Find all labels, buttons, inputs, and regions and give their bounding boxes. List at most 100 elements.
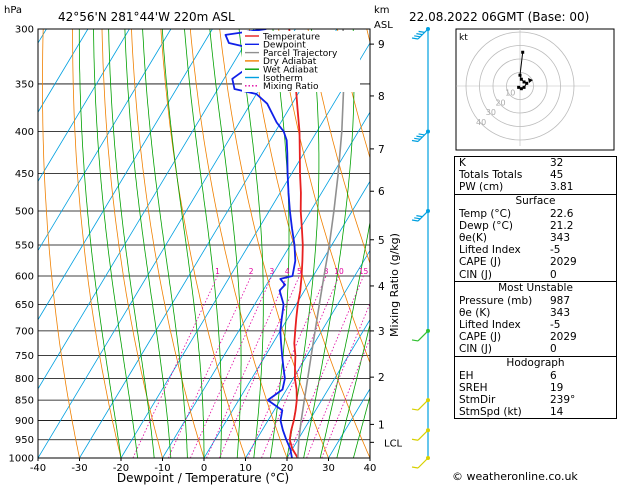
most-unstable-label: Lifted Index xyxy=(459,319,521,332)
surface-value: -5 xyxy=(550,244,561,257)
wind-barb-shaft xyxy=(417,210,429,222)
most-unstable-value: 2029 xyxy=(550,331,577,344)
wet-adiabat-line xyxy=(238,29,264,458)
pressure-tick-label: 550 xyxy=(15,240,34,251)
wet-adiabat-line xyxy=(124,29,172,458)
credit-text: © weatheronline.co.uk xyxy=(452,470,578,483)
index-row: Totals Totals 45 xyxy=(455,169,616,181)
wind-barb-feather xyxy=(414,217,421,220)
wind-barb-feather xyxy=(411,37,419,40)
wind-barb xyxy=(411,398,430,411)
parcel-trajectory-curve xyxy=(297,29,345,458)
index-value: 45 xyxy=(550,169,564,182)
wet-adiabat-line xyxy=(184,29,222,458)
most-unstable-label: Pressure (mb) xyxy=(459,294,533,307)
wind-barb-feather xyxy=(411,219,419,222)
wind-barb-feather xyxy=(416,135,423,138)
most-unstable-row: CAPE (J) 2029 xyxy=(455,331,616,343)
legend-background xyxy=(242,31,360,92)
x-tick-label: -40 xyxy=(30,463,46,474)
most-unstable-value: 987 xyxy=(550,294,571,307)
wet-adiabat-line xyxy=(353,394,370,458)
surface-row: CAPE (J) 2029 xyxy=(455,256,616,268)
mixing-ratio-label: 5 xyxy=(297,267,302,276)
wind-barb-feather xyxy=(411,408,419,411)
wind-barb-shaft xyxy=(417,399,429,411)
pressure-tick-label: 500 xyxy=(15,207,34,218)
x-tick-label: 0 xyxy=(201,463,207,474)
hodograph-param-label: StmDir xyxy=(459,394,496,406)
wind-barb-feather xyxy=(416,33,423,36)
hodograph-param-label: StmSpd (kt) xyxy=(459,406,522,419)
legend-label: Wet Adiabat xyxy=(263,66,318,76)
indices-table: K 32 Totals Totals 45 PW (cm) 3.81 Surface Te… xyxy=(454,156,617,420)
mixing-ratio-label: 4 xyxy=(285,267,290,276)
legend-label: Dry Adiabat xyxy=(263,57,317,67)
altitude-tick-label: 2 xyxy=(378,372,385,384)
isotherm-line xyxy=(203,180,370,458)
pressure-tick-label: 450 xyxy=(15,169,34,180)
hodograph-ring-label: 20 xyxy=(495,98,505,107)
pressure-tick-label: 300 xyxy=(15,25,34,36)
hodograph-param-row: StmDir 239° xyxy=(455,394,616,406)
index-value: 3.81 xyxy=(550,181,574,194)
mixing-ratio-label: 10 xyxy=(334,267,344,276)
most-unstable-row: θe (K) 343 xyxy=(455,307,616,319)
pressure-tick-label: 750 xyxy=(15,351,34,362)
pressure-tick-label: 650 xyxy=(15,300,34,311)
hodograph-param-value: 14 xyxy=(550,406,564,419)
wind-barb-feather xyxy=(411,438,419,441)
altitude-tick-label: 6 xyxy=(378,186,385,198)
axes: 3003504004505005506006507007508008509009… xyxy=(9,25,403,475)
hodograph-point xyxy=(521,50,525,54)
asl-label: ASL xyxy=(374,20,393,31)
hodograph-point xyxy=(517,85,521,89)
pressure-tick-label: 850 xyxy=(15,396,34,407)
surface-row: CIN (J) 0 xyxy=(455,269,616,281)
surface-label: CIN (J) xyxy=(459,268,492,281)
wet-adiabat-line xyxy=(303,29,355,458)
legend-label: Dewpoint xyxy=(263,41,306,51)
wet-adiabat-line xyxy=(142,29,188,458)
surface-label: Dewp (°C) xyxy=(459,219,513,232)
wind-barb-feather xyxy=(418,30,425,33)
legend-label: Mixing Ratio xyxy=(263,82,319,92)
most-unstable-value: 343 xyxy=(550,306,571,319)
mixing-ratio-line xyxy=(168,275,252,458)
storm-motion-marker xyxy=(528,78,533,83)
wind-barb xyxy=(411,328,430,342)
mixing-ratio-axis-label: Mixing Ratio (g/kg) xyxy=(388,233,401,337)
isotherm-line xyxy=(79,29,338,458)
hodograph-point xyxy=(522,85,526,89)
hodograph-param-label: SREH xyxy=(459,381,488,394)
hodograph-param-row: EH 6 xyxy=(455,370,616,382)
isotherm-line xyxy=(38,29,130,183)
hodograph-point xyxy=(525,81,529,85)
hodograph-point xyxy=(519,77,523,81)
isotherm-line xyxy=(38,29,296,458)
isotherm-line xyxy=(286,318,370,458)
most-unstable-title: Most Unstable xyxy=(498,281,573,294)
dry-adiabat-line xyxy=(101,29,163,458)
surface-row: θe(K) 343 xyxy=(455,232,616,244)
surface-value: 0 xyxy=(550,268,557,281)
surface-label: Lifted Index xyxy=(459,244,521,257)
altitude-tick-label: 1 xyxy=(378,419,385,431)
hodograph-table-title: Hodograph xyxy=(506,356,565,369)
surface-row: Dewp (°C) 21.2 xyxy=(455,220,616,232)
surface-label: CAPE (J) xyxy=(459,256,502,269)
hodograph-param-row: SREH 19 xyxy=(455,382,616,394)
wind-barb-feather xyxy=(411,139,419,143)
most-unstable-label: θe (K) xyxy=(459,306,491,319)
wind-barb xyxy=(411,129,430,143)
hodograph-param-value: 239° xyxy=(550,394,576,406)
index-value: 32 xyxy=(550,157,564,169)
hodograph-unit: kt xyxy=(459,33,468,43)
datetime-title: 22.08.2022 06GMT (Base: 00) xyxy=(409,10,589,24)
altitude-tick-label: 7 xyxy=(378,144,385,156)
mixing-ratio-line xyxy=(190,275,273,458)
dry-adiabat-line xyxy=(160,29,246,458)
location-title: 42°56'N 281°44'W 220m ASL xyxy=(58,10,235,24)
hpa-label: hPa xyxy=(4,5,22,16)
